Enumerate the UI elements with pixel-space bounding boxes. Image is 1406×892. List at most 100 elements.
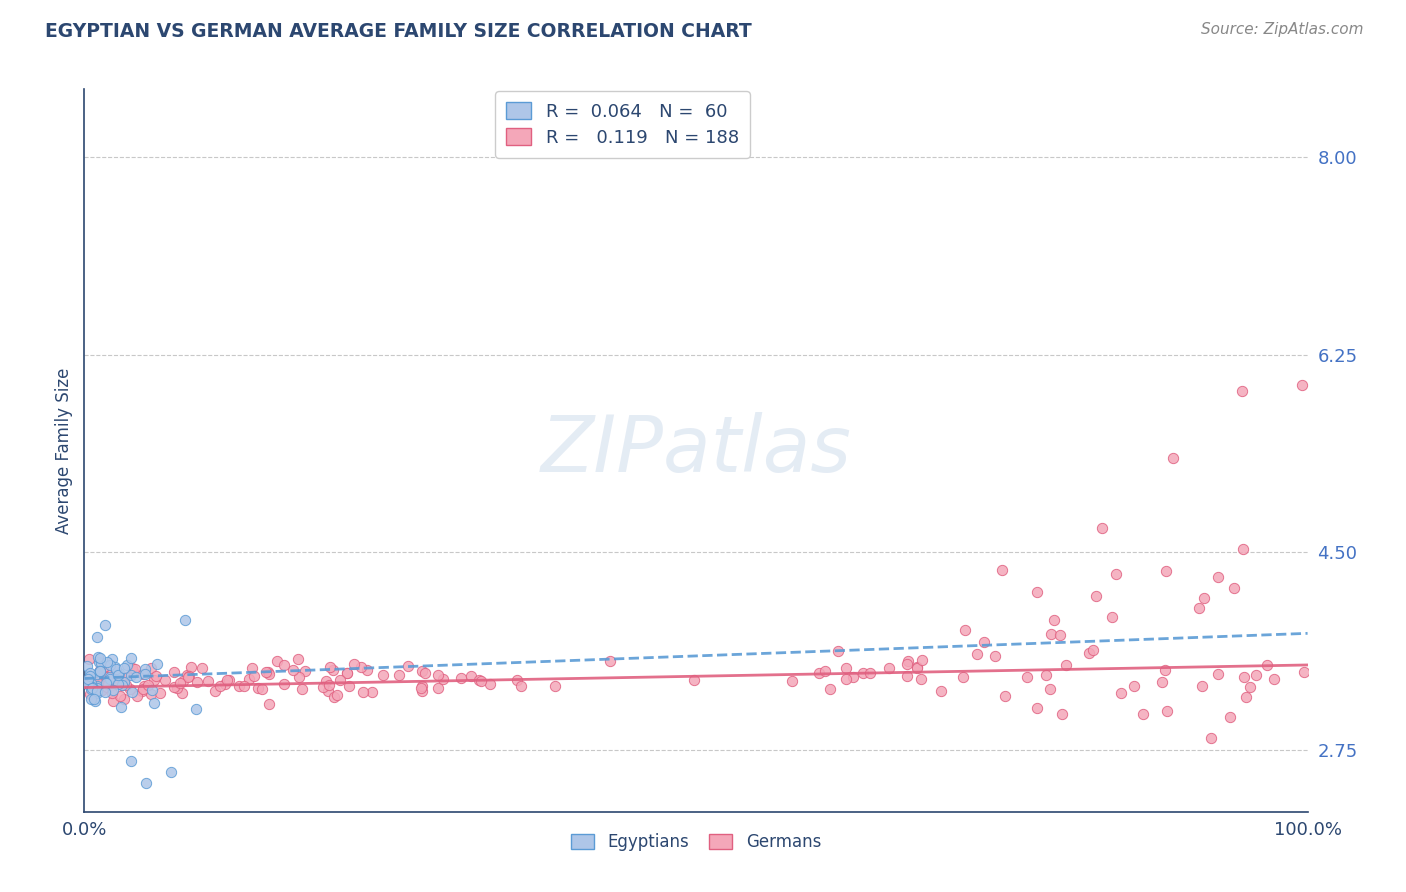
Point — [79, 679, 101, 693]
Point — [136, 678, 159, 692]
Point — [120, 681, 142, 696]
Point — [86, 630, 108, 644]
Point — [877, 660, 900, 674]
Point — [104, 677, 127, 691]
Point — [1154, 664, 1177, 678]
Point — [953, 623, 976, 637]
Point — [411, 679, 433, 693]
Point — [172, 673, 194, 688]
Point — [191, 661, 214, 675]
Point — [166, 681, 188, 695]
Point — [973, 635, 995, 649]
Point — [1039, 681, 1062, 696]
Point — [86, 679, 108, 693]
Point — [388, 668, 411, 682]
Point — [291, 681, 314, 696]
Point — [318, 678, 340, 692]
Point — [356, 664, 378, 678]
Point — [479, 676, 502, 690]
Point — [240, 661, 263, 675]
Point — [204, 683, 226, 698]
Point — [134, 679, 156, 693]
Point — [323, 690, 346, 705]
Point — [101, 666, 124, 681]
Point — [350, 660, 373, 674]
Point — [273, 657, 295, 672]
Point — [509, 679, 531, 693]
Point — [966, 648, 988, 662]
Point — [107, 665, 129, 680]
Point — [112, 691, 135, 706]
Point — [818, 681, 841, 696]
Point — [952, 670, 974, 684]
Point — [96, 656, 118, 670]
Point — [1050, 706, 1073, 721]
Point — [115, 657, 138, 672]
Point — [96, 670, 118, 684]
Point — [994, 689, 1017, 703]
Point — [1078, 646, 1101, 660]
Point — [184, 702, 207, 716]
Point — [242, 669, 264, 683]
Text: Source: ZipAtlas.com: Source: ZipAtlas.com — [1201, 22, 1364, 37]
Point — [1294, 665, 1316, 679]
Point — [316, 684, 339, 698]
Point — [141, 683, 163, 698]
Point — [90, 682, 112, 697]
Point — [139, 660, 162, 674]
Point — [1026, 701, 1049, 715]
Point — [120, 651, 142, 665]
Point — [1035, 667, 1057, 681]
Point — [112, 674, 135, 689]
Point — [910, 653, 932, 667]
Point — [159, 765, 181, 780]
Point — [77, 673, 100, 687]
Point — [135, 776, 157, 790]
Point — [104, 664, 127, 678]
Point — [426, 681, 449, 696]
Point — [121, 664, 143, 678]
Point — [460, 669, 482, 683]
Point — [101, 652, 124, 666]
Point — [905, 660, 928, 674]
Point — [101, 671, 124, 685]
Point — [131, 682, 153, 697]
Point — [1043, 613, 1066, 627]
Point — [124, 662, 146, 676]
Point — [281, 663, 304, 677]
Point — [98, 672, 121, 686]
Point — [93, 669, 115, 683]
Point — [80, 676, 103, 690]
Point — [910, 673, 932, 687]
Point — [86, 667, 108, 681]
Point — [315, 674, 337, 689]
Point — [1040, 627, 1063, 641]
Point — [371, 668, 394, 682]
Point — [1256, 657, 1278, 672]
Point — [266, 654, 288, 668]
Point — [121, 661, 143, 675]
Point — [450, 671, 472, 685]
Point — [120, 754, 142, 768]
Point — [256, 665, 278, 679]
Point — [111, 678, 134, 692]
Point — [89, 664, 111, 678]
Point — [214, 677, 236, 691]
Point — [1219, 710, 1241, 724]
Point — [153, 673, 176, 687]
Point — [177, 670, 200, 684]
Text: ZIPatlas: ZIPatlas — [540, 412, 852, 489]
Point — [110, 673, 132, 688]
Point — [468, 673, 491, 687]
Point — [94, 618, 117, 632]
Point — [131, 684, 153, 698]
Point — [337, 679, 360, 693]
Point — [1150, 675, 1173, 690]
Point — [1015, 670, 1038, 684]
Point — [228, 679, 250, 693]
Point — [1105, 566, 1128, 581]
Y-axis label: Average Family Size: Average Family Size — [55, 368, 73, 533]
Point — [257, 667, 280, 681]
Point — [1263, 672, 1285, 686]
Point — [91, 673, 114, 687]
